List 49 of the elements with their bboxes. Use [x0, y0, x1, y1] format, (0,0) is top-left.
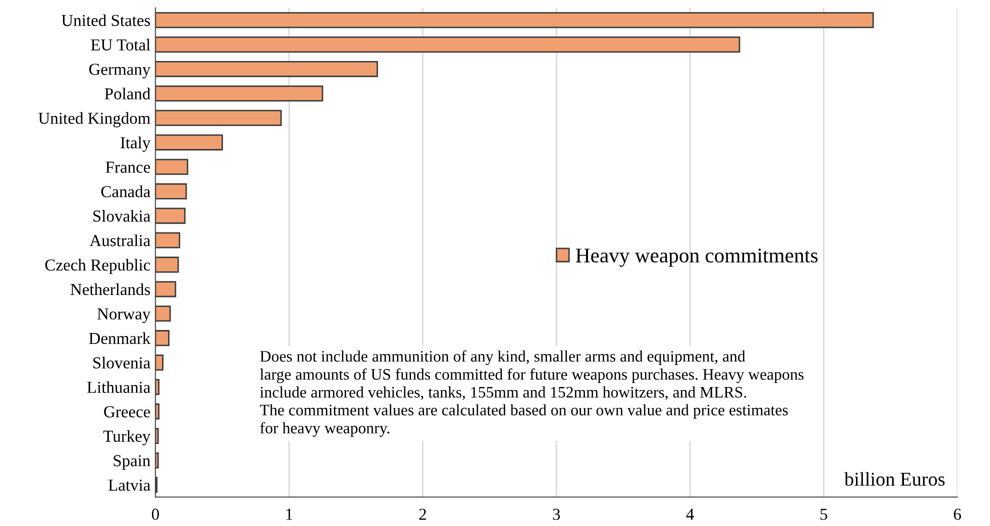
x-tick-label: 6	[954, 508, 961, 520]
x-tick-label: 0	[152, 508, 159, 520]
x-tick-label: 3	[553, 508, 560, 520]
bar	[155, 232, 180, 248]
bar	[155, 354, 164, 371]
annotation: Does not include ammunition of any kind, smaller arms and equipment, and large amounts of US funds committed for future weapons purchases. Heavy weapons include armored vehicles, tanks, 155mm and 152mm howitzers, and MLRS. The commitment values are calculated based on our own value and price estimates for heavy weaponry.	[260, 350, 804, 437]
y-tick-label: Czech Republic	[45, 258, 150, 274]
y-tick-label: Turkey	[103, 430, 151, 446]
bar	[155, 12, 874, 28]
x-tick-label: 1	[286, 508, 292, 520]
y-tick-label: Norway	[97, 308, 151, 323]
y-tick-label: Denmark	[89, 332, 151, 344]
x-axis-title: billion Euros	[844, 472, 945, 486]
y-tick-label: EU Total	[90, 38, 150, 51]
x-tick-label: 4	[686, 508, 694, 520]
y-tick-label: Spain	[114, 455, 150, 470]
bar	[155, 452, 159, 468]
bar	[155, 183, 187, 200]
bar	[155, 281, 176, 298]
y-tick-label: Lithuania	[87, 381, 150, 393]
bar	[155, 403, 160, 420]
y-tick-label: Greece	[104, 406, 150, 418]
y-tick-label: Australia	[90, 234, 150, 246]
bar	[155, 134, 223, 150]
y-tick-label: Italy	[120, 136, 151, 152]
bar	[155, 158, 188, 175]
bar	[155, 306, 171, 322]
y-tick-label: United Kingdom	[38, 112, 150, 128]
bar	[155, 36, 740, 53]
bar	[155, 428, 159, 444]
y-tick-label: Poland	[104, 88, 150, 100]
bar	[155, 330, 170, 346]
bar	[155, 85, 324, 102]
y-tick-label: Slovakia	[93, 210, 150, 222]
x-tick-label: 2	[419, 508, 426, 520]
y-tick-label: Latvia	[108, 480, 150, 491]
legend-label: Heavy weapon commitments	[576, 248, 818, 267]
bar	[155, 61, 378, 78]
y-tick-label: United States	[62, 14, 150, 26]
y-tick-label: Netherlands	[70, 283, 150, 296]
y-tick-label: Germany	[89, 64, 150, 78]
bar	[155, 378, 160, 396]
y-tick-label: France	[106, 162, 150, 173]
bar	[155, 208, 186, 224]
x-tick-label: 5	[820, 508, 828, 520]
y-tick-label: Canada	[101, 186, 150, 198]
bar	[155, 256, 179, 273]
bar	[155, 110, 282, 126]
y-tick-label: Slovenia	[93, 356, 150, 368]
